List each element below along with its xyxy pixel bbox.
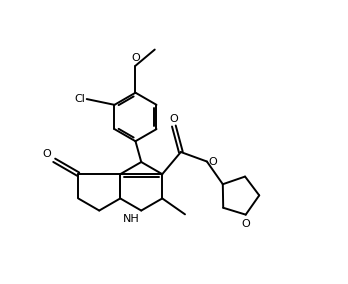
Text: O: O — [131, 53, 140, 63]
Text: O: O — [42, 149, 51, 159]
Text: Cl: Cl — [74, 94, 85, 104]
Text: O: O — [208, 156, 217, 166]
Text: O: O — [242, 218, 250, 229]
Text: O: O — [169, 114, 178, 124]
Text: NH: NH — [122, 214, 139, 224]
